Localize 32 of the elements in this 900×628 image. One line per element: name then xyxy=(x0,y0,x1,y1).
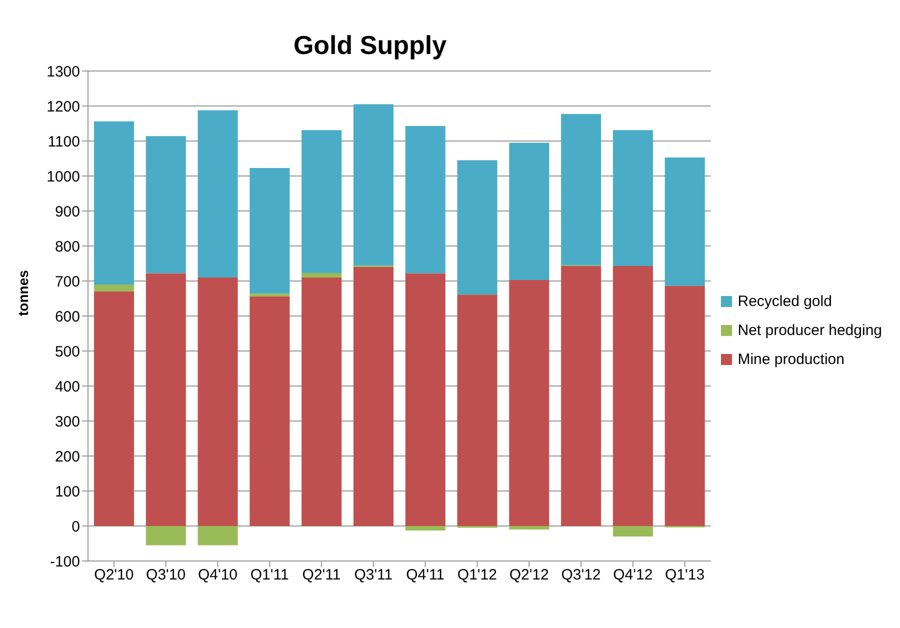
y-tick-label: 200 xyxy=(54,448,80,466)
y-tick-label: -100 xyxy=(50,553,80,570)
legend-label: Recycled gold xyxy=(738,292,832,310)
x-tick-label: Q2'11 xyxy=(302,566,341,584)
y-tick-label: 900 xyxy=(54,203,80,220)
y-tick-label: 1200 xyxy=(46,98,80,116)
y-tick-label: 0 xyxy=(72,518,80,536)
y-tick-label: 800 xyxy=(54,238,80,256)
x-tick-label: Q1'11 xyxy=(250,566,289,584)
x-tick-label: Q4'12 xyxy=(613,566,653,584)
y-tick-label: 500 xyxy=(54,343,80,360)
x-tick-label: Q2'12 xyxy=(509,566,549,584)
y-tick-label: 300 xyxy=(54,413,80,430)
y-tick-label: 1000 xyxy=(46,168,80,186)
x-tick-label: Q2'10 xyxy=(94,566,134,584)
y-axis-title: tonnes xyxy=(14,270,31,316)
legend-label: Mine production xyxy=(738,350,844,368)
y-tick-label: 600 xyxy=(54,308,80,326)
x-tick-label: Q1'12 xyxy=(457,566,497,584)
x-tick-label: Q3'10 xyxy=(146,566,186,584)
x-tick-label: Q4'10 xyxy=(198,566,238,584)
chart-title: Gold Supply xyxy=(292,29,448,61)
y-tick-label: 1100 xyxy=(48,133,80,150)
y-tick-label: 400 xyxy=(54,378,80,396)
legend-label: Net producer hedging xyxy=(738,322,882,338)
y-tick-label: 700 xyxy=(54,273,80,290)
x-tick-label: Q3'12 xyxy=(561,566,601,584)
y-tick-label: 100 xyxy=(54,483,80,500)
x-tick-label: Q1'13 xyxy=(665,566,705,584)
x-tick-label: Q3'11 xyxy=(354,566,393,584)
y-tick-label: 1300 xyxy=(46,63,80,80)
x-tick-label: Q4'11 xyxy=(406,566,445,584)
